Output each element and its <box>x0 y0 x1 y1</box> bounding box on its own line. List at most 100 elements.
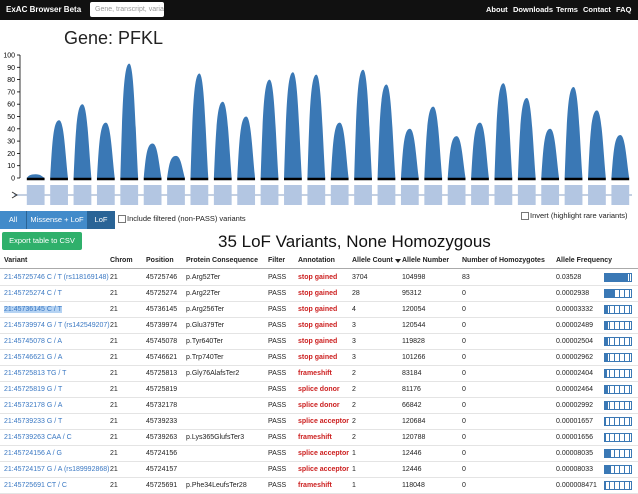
table-cell: 45739974 <box>146 322 178 329</box>
nav-link[interactable]: FAQ <box>616 5 632 14</box>
table-cell: splice acceptor <box>298 418 349 425</box>
variant-link[interactable]: 21:45725691 CT / C <box>4 482 67 489</box>
search-input[interactable]: Gene, transcript, varian <box>90 2 164 17</box>
exon-box <box>424 185 443 205</box>
exon-box <box>307 185 326 205</box>
brand[interactable]: ExAC Browser Beta <box>6 5 82 14</box>
table-cell: 120544 <box>402 322 426 329</box>
column-header[interactable]: Chrom <box>110 257 133 264</box>
nav-link[interactable]: About <box>486 5 508 14</box>
column-header[interactable]: Variant <box>4 257 28 264</box>
coverage-area <box>424 106 443 178</box>
table-cell: PASS <box>268 402 287 409</box>
variant-link[interactable]: 21:45745078 C / A <box>4 338 62 345</box>
frequency-bar <box>605 290 615 297</box>
exon-box <box>447 185 466 205</box>
table-cell: 21 <box>110 306 118 313</box>
summary: 35 LoF Variants, None Homozygous <box>218 232 491 251</box>
coverage-area <box>494 83 513 178</box>
filter-button[interactable]: All <box>0 211 27 229</box>
column-header[interactable]: Protein Consequence <box>186 257 258 264</box>
table-cell: p.Trp740Ter <box>186 354 224 361</box>
nav-link[interactable]: Terms <box>556 5 578 14</box>
table-cell: 0.00002504 <box>556 338 593 345</box>
frequency-bar <box>605 434 607 441</box>
exon-box <box>611 185 630 205</box>
column-header[interactable]: Allele Number <box>402 257 450 264</box>
table-cell: 0 <box>462 386 466 393</box>
table-cell: frameshift <box>298 434 332 441</box>
table-cell: 0.00001656 <box>556 434 593 441</box>
table-cell: PASS <box>268 386 287 393</box>
frequency-box <box>604 417 632 426</box>
table-cell: 45725691 <box>146 482 178 489</box>
gene-title: Gene: PFKL <box>64 28 164 48</box>
variant-link[interactable]: 21:45739974 G / T (rs142549207) <box>4 322 110 329</box>
filter-button[interactable]: LoF <box>88 211 115 229</box>
column-header[interactable]: Allele Frequency <box>556 257 613 264</box>
coverage-area <box>517 98 536 178</box>
variant-link[interactable]: 21:45725274 C / T <box>4 290 62 297</box>
nav-link[interactable]: Downloads <box>513 5 554 14</box>
table-cell: 0.0002938 <box>556 290 590 297</box>
row-border <box>0 301 638 302</box>
variant-link[interactable]: 21:45732178 G / A <box>4 402 63 409</box>
frequency-box <box>604 369 632 378</box>
table-cell: 119828 <box>402 338 425 345</box>
exon-box <box>73 185 92 205</box>
exon-box <box>541 185 560 205</box>
export-button[interactable]: Export table to CSV <box>2 232 82 250</box>
filter-button[interactable]: Missense + LoF <box>27 211 88 229</box>
table-cell: 120788 <box>402 434 426 441</box>
variant-link[interactable]: 21:45724156 A / G <box>4 450 62 457</box>
table-cell: 2 <box>352 434 356 441</box>
frequency-bar <box>605 354 609 361</box>
table-cell: 0 <box>462 338 466 345</box>
checkbox[interactable] <box>521 212 529 220</box>
variant-link[interactable]: 21:45724157 G / A (rs189992868) <box>4 466 110 473</box>
table-cell: PASS <box>268 450 287 457</box>
column-header[interactable]: Filter <box>268 257 286 264</box>
table-cell: 95312 <box>402 290 422 297</box>
column-header[interactable]: Allele Count <box>352 257 393 264</box>
frequency-bar <box>605 482 606 489</box>
table-cell: PASS <box>268 466 287 473</box>
table-cell: 21 <box>110 466 118 473</box>
column-header[interactable]: Annotation <box>298 257 335 264</box>
frequency-box <box>604 321 632 330</box>
variant-link[interactable]: 21:45736145 C / T <box>4 306 62 313</box>
exon-box <box>564 185 583 205</box>
frequency-bar <box>605 418 607 425</box>
table-cell: 21 <box>110 354 118 361</box>
table-cell: p.Gly76AlafsTer2 <box>186 370 240 377</box>
column-header[interactable]: Number of Homozygotes <box>462 257 545 264</box>
variant-link[interactable]: 21:45739263 CAA / C <box>4 434 72 441</box>
table-cell: 0.000008471 <box>556 482 597 489</box>
variant-link[interactable]: 21:45725819 G / T <box>4 386 63 393</box>
variant-link[interactable]: 21:45739233 G / T <box>4 418 63 425</box>
coverage-area <box>541 128 560 178</box>
table-cell: PASS <box>268 354 287 361</box>
y-tick-label: 50 <box>7 114 15 121</box>
y-tick-label: 90 <box>7 65 15 72</box>
table-cell: 2 <box>352 370 356 377</box>
coverage-area <box>564 86 583 178</box>
coverage-area <box>284 72 302 178</box>
variant-link[interactable]: 21:45725746 C / T (rs118169148) <box>4 274 109 281</box>
checkbox[interactable] <box>118 215 126 223</box>
row-border <box>0 365 638 366</box>
table-cell: 3 <box>352 338 356 345</box>
variant-link[interactable]: 21:45746621 G / A <box>4 354 63 361</box>
frequency-box <box>604 337 632 346</box>
table-cell: 0.00002489 <box>556 322 593 329</box>
nav-link[interactable]: Contact <box>583 5 611 14</box>
frequency-box <box>604 449 632 458</box>
variant-link[interactable]: 21:45725813 TG / T <box>4 370 67 377</box>
column-header[interactable]: Position <box>146 257 174 264</box>
table-cell: 0.00002962 <box>556 354 593 361</box>
table-cell: 3 <box>352 354 356 361</box>
exon-box <box>588 185 606 205</box>
coverage-area <box>471 122 489 178</box>
coverage-area <box>400 128 419 178</box>
exon-box <box>260 185 279 205</box>
